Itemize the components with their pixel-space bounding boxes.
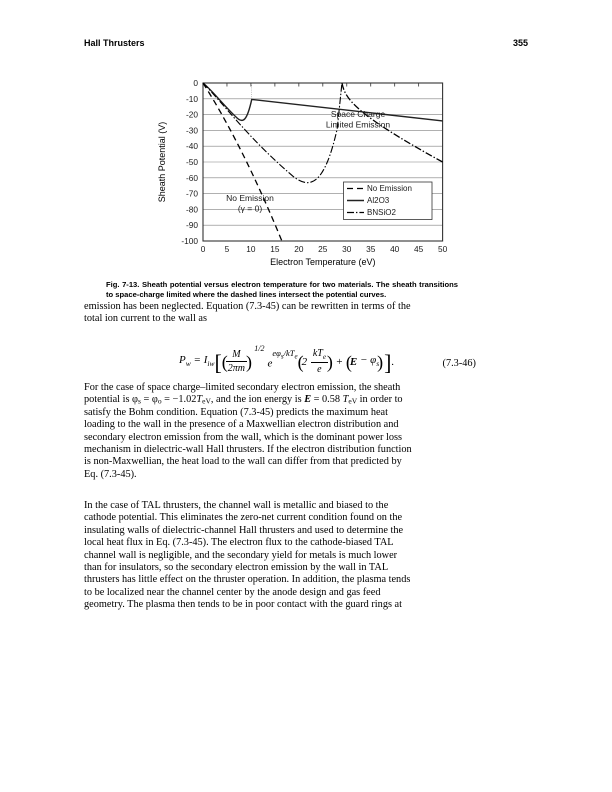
svg-text:BNSiO2: BNSiO2 [367,208,396,217]
svg-text:0: 0 [193,78,198,88]
svg-text:Space Charge: Space Charge [331,109,386,119]
svg-text:20: 20 [294,244,304,254]
svg-text:Al2O3: Al2O3 [367,196,390,205]
svg-text:-70: -70 [186,189,198,199]
svg-text:Sheath Potential (V): Sheath Potential (V) [157,122,167,203]
svg-text:15: 15 [270,244,280,254]
svg-text:Electron Temperature (eV): Electron Temperature (eV) [270,257,375,267]
svg-text:-30: -30 [186,125,198,135]
svg-text:No Emission: No Emission [367,184,412,193]
svg-text:40: 40 [390,244,400,254]
svg-text:(γ = 0): (γ = 0) [238,204,262,214]
svg-text:-40: -40 [186,141,198,151]
svg-text:-80: -80 [186,204,198,214]
svg-text:0: 0 [201,244,206,254]
svg-text:50: 50 [438,244,448,254]
svg-text:30: 30 [342,244,352,254]
svg-text:-50: -50 [186,157,198,167]
svg-text:Limited Emission: Limited Emission [326,120,391,130]
svg-text:25: 25 [318,244,328,254]
svg-text:35: 35 [366,244,376,254]
svg-text:45: 45 [414,244,424,254]
svg-text:No Emission: No Emission [226,193,274,203]
svg-text:-90: -90 [186,220,198,230]
svg-text:10: 10 [246,244,256,254]
svg-text:-100: -100 [181,236,198,246]
svg-text:5: 5 [225,244,230,254]
svg-text:-20: -20 [186,110,198,120]
svg-text:-10: -10 [186,94,198,104]
svg-text:-60: -60 [186,173,198,183]
